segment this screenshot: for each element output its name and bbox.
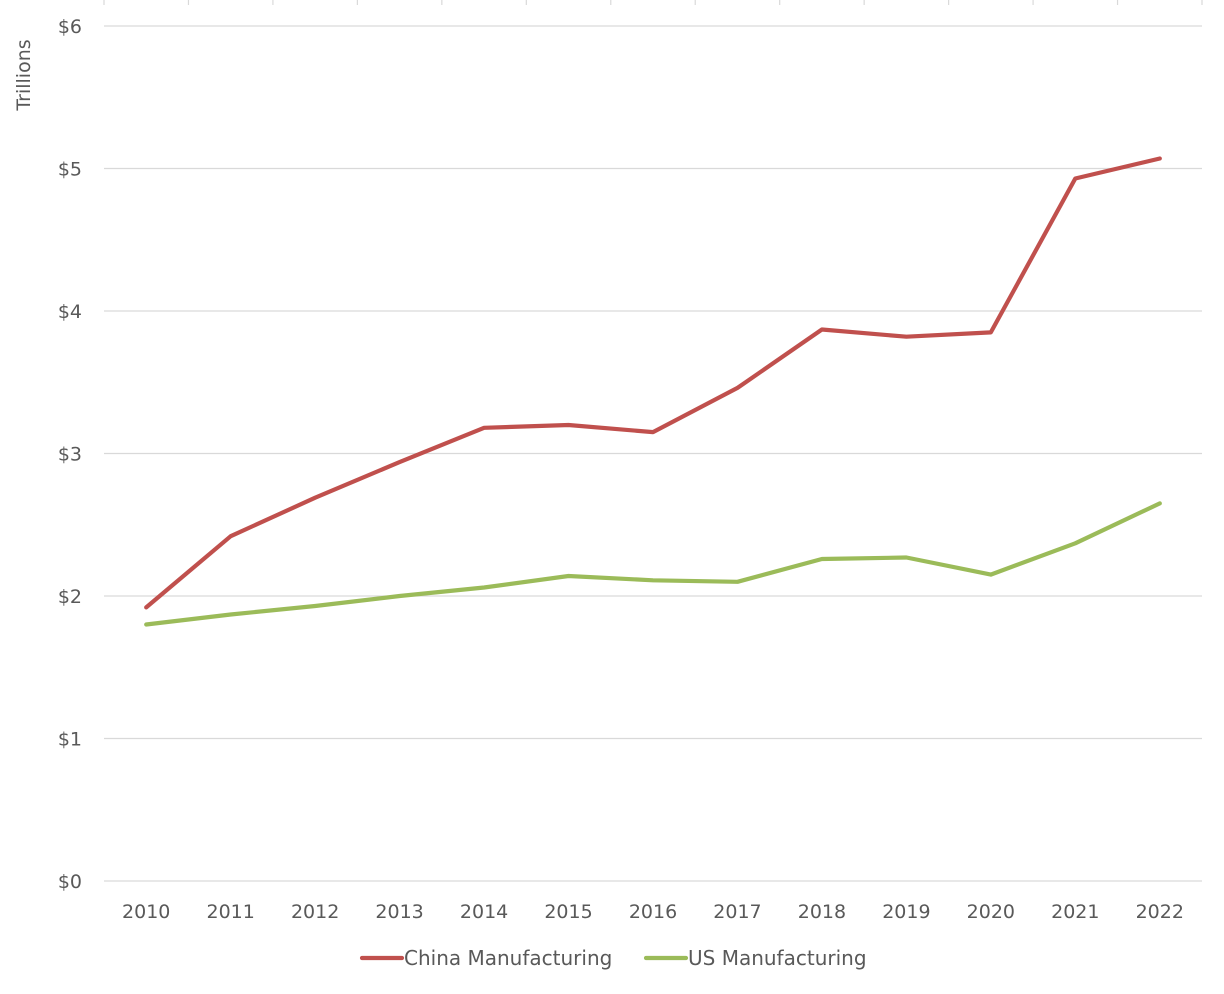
y-tick-label: $3: [58, 444, 82, 466]
x-tick-label: 2015: [544, 901, 592, 923]
y-axis-title: Trillions: [13, 39, 35, 111]
x-tick-label: 2016: [629, 901, 677, 923]
y-tick-label: $2: [58, 586, 82, 608]
y-axis-tick-labels: $0 $1 $2 $3 $4 $5 $6: [58, 16, 82, 893]
series-line: [144, 501, 1162, 627]
y-tick-label: $0: [58, 871, 82, 893]
x-tick-label: 2018: [798, 901, 846, 923]
x-tick-label: 2017: [713, 901, 761, 923]
x-tick-label: 2021: [1051, 901, 1099, 923]
legend: China Manufacturing US Manufacturing: [359, 946, 867, 970]
x-tick-label: 2014: [460, 901, 508, 923]
y-tick-label: $1: [58, 729, 82, 751]
x-axis-tick-labels: 2010 2011 2012 2013 2014 2015 2016 2017 2018 2019…: [122, 901, 1184, 923]
legend-label: US Manufacturing: [688, 946, 867, 970]
y-tick-label: $6: [58, 16, 82, 38]
series-line: [144, 156, 1162, 610]
x-tick-label: 2012: [291, 901, 339, 923]
gridlines: [103, 0, 1203, 882]
x-tick-label: 2019: [882, 901, 930, 923]
x-tick-label: 2013: [375, 901, 423, 923]
x-tick-label: 2010: [122, 901, 170, 923]
legend-label: China Manufacturing: [404, 946, 612, 970]
y-tick-label: $5: [58, 159, 82, 181]
series-lines: [144, 156, 1162, 627]
x-tick-label: 2022: [1136, 901, 1184, 923]
y-tick-label: $4: [58, 301, 82, 323]
x-tick-label: 2011: [207, 901, 255, 923]
x-tick-label: 2020: [967, 901, 1015, 923]
